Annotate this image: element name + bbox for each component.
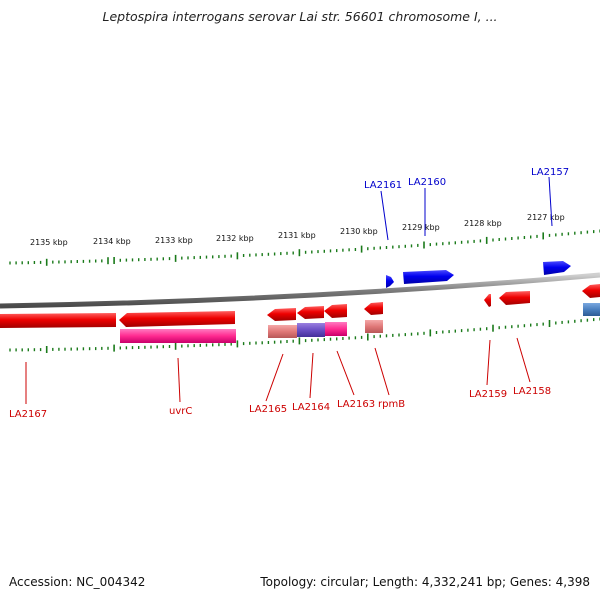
tick-row-top — [9, 229, 600, 266]
leader-LA2165 — [265, 353, 284, 402]
scale-labels: 2135 kbp 2134 kbp 2133 kbp 2132 kbp 2131… — [30, 213, 565, 247]
gene-arrow-LA2157[interactable] — [543, 261, 571, 275]
scale-label: 2128 kbp — [464, 219, 502, 228]
gene-arrow-LA2160[interactable] — [403, 270, 454, 284]
cds-features — [120, 303, 600, 343]
map-title: Leptospira interrogans serovar Lai str. … — [102, 9, 498, 24]
gene-label-LA2163[interactable]: LA2163 — [337, 399, 375, 410]
leader-uvrC — [177, 357, 181, 403]
leader-LA2159 — [486, 339, 491, 386]
gene-label-LA2161[interactable]: LA2161 — [364, 180, 402, 191]
chromosome-backbone — [0, 272, 600, 309]
leader-LA2157 — [548, 176, 553, 227]
gene-arrow-LA2165[interactable] — [267, 308, 296, 321]
leader-LA2164 — [309, 352, 314, 399]
reverse-genes — [0, 284, 600, 328]
gene-arrow-uvrC[interactable] — [119, 311, 235, 327]
scale-label: 2127 kbp — [527, 213, 565, 222]
cds-bar-LA2165[interactable] — [268, 325, 297, 338]
topology-summary: Topology: circular; Length: 4,332,241 bp… — [260, 575, 590, 589]
scale-label: 2130 kbp — [340, 227, 378, 236]
scale-label: 2129 kbp — [402, 223, 440, 232]
scale-label: 2132 kbp — [216, 234, 254, 243]
gene-arrow-LA2167[interactable] — [0, 313, 116, 328]
scale-label: 2135 kbp — [30, 238, 68, 247]
gene-arrow-LA2163[interactable] — [324, 304, 347, 318]
gene-arrow-LA2158[interactable] — [499, 291, 530, 305]
gene-label-LA2159[interactable]: LA2159 — [469, 389, 507, 400]
scale-label: 2134 kbp — [93, 237, 131, 246]
gene-labels: LA2161 LA2160 LA2157 LA2167 uvrC LA2165 … — [9, 167, 569, 420]
cds-bar-uvrC[interactable] — [120, 329, 236, 343]
gene-arrow-edge[interactable] — [582, 284, 600, 298]
forward-genes — [386, 261, 571, 288]
gene-arrow-rpmB[interactable] — [364, 302, 383, 315]
leader-LA2158 — [516, 337, 531, 383]
leader-rpmB — [374, 347, 390, 396]
cds-bar-LA2163[interactable] — [325, 322, 347, 336]
gene-label-LA2158[interactable]: LA2158 — [513, 386, 551, 397]
scale-label: 2131 kbp — [278, 231, 316, 240]
gene-label-LA2167[interactable]: LA2167 — [9, 409, 47, 420]
gene-label-LA2157[interactable]: LA2157 — [531, 167, 569, 178]
gene-label-LA2164[interactable]: LA2164 — [292, 402, 330, 413]
tick-row-bottom — [9, 317, 600, 353]
gene-label-LA2165[interactable]: LA2165 — [249, 404, 287, 415]
cds-bar-LA2164[interactable] — [297, 323, 325, 337]
cds-bar-edge[interactable] — [583, 303, 600, 316]
leader-LA2163 — [336, 350, 355, 396]
gene-arrow-LA2159[interactable] — [484, 294, 491, 307]
gene-label-uvrC[interactable]: uvrC — [169, 406, 192, 417]
gene-label-rpmB[interactable]: rpmB — [378, 399, 405, 410]
leader-LA2161 — [380, 190, 389, 241]
leader-lines — [25, 176, 553, 404]
gene-arrow-LA2164[interactable] — [297, 306, 324, 319]
cds-bar-rpmB[interactable] — [365, 320, 383, 333]
accession-label: Accession: NC_004342 — [9, 575, 146, 589]
gene-arrow-LA2161[interactable] — [386, 275, 394, 288]
gene-label-LA2160[interactable]: LA2160 — [408, 177, 446, 188]
scale-label: 2133 kbp — [155, 236, 193, 245]
